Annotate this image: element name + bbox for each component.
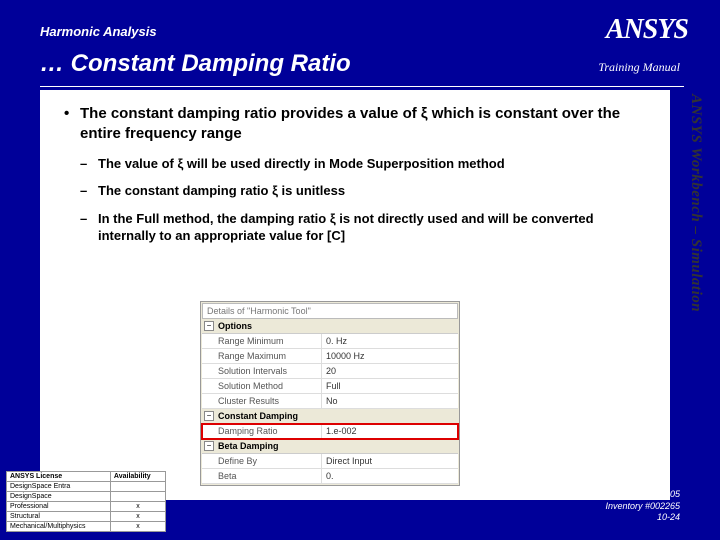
license-name: DesignSpace	[7, 492, 111, 502]
license-table: ANSYS LicenseAvailability DesignSpace En…	[6, 471, 166, 532]
panel-row-value[interactable]: Full	[322, 379, 458, 393]
content-area: The constant damping ratio provides a va…	[40, 90, 670, 500]
table-row: Professionalx	[7, 502, 166, 512]
license-name: Structural	[7, 512, 111, 522]
panel-row-value[interactable]: 1.e-002	[322, 424, 458, 438]
panel-section-header[interactable]: −Options	[202, 319, 458, 334]
panel-row[interactable]: Solution Intervals20	[202, 364, 458, 379]
panel-row[interactable]: Damping Ratio1.e-002	[202, 424, 458, 439]
panel-section-label: Beta Damping	[218, 441, 279, 451]
panel-row-label: Cluster Results	[202, 394, 322, 408]
panel-row[interactable]: Beta0.	[202, 469, 458, 484]
panel-row[interactable]: Cluster ResultsNo	[202, 394, 458, 409]
bullet-sub-2: The constant damping ratio ξ is unitless	[80, 182, 650, 200]
panel-row-value[interactable]: 20	[322, 364, 458, 378]
table-row: DesignSpace	[7, 492, 166, 502]
slide-footer: August 26, 2005 Inventory #002265 10-24	[605, 489, 680, 524]
header-divider	[40, 86, 684, 87]
panel-row[interactable]: Range Minimum0. Hz	[202, 334, 458, 349]
ansys-logo: ANSYS	[606, 14, 688, 46]
license-header: Availability	[110, 472, 165, 482]
panel-row-label: Damping Ratio	[202, 424, 322, 438]
panel-row-value[interactable]: 10000 Hz	[322, 349, 458, 363]
panel-row-label: Define By	[202, 454, 322, 468]
bullet-main: The constant damping ratio provides a va…	[64, 104, 650, 245]
panel-row-value[interactable]: No	[322, 394, 458, 408]
panel-row-label: Solution Intervals	[202, 364, 322, 378]
footer-page: 10-24	[605, 512, 680, 524]
table-row: DesignSpace Entra	[7, 482, 166, 492]
panel-section-header[interactable]: −Constant Damping	[202, 409, 458, 424]
panel-section-header[interactable]: −Beta Damping	[202, 439, 458, 454]
side-watermark: ANSYS Workbench – Simulation	[682, 94, 704, 434]
collapse-icon[interactable]: −	[204, 321, 214, 331]
panel-section-label: Constant Damping	[218, 411, 298, 421]
panel-row-label: Range Maximum	[202, 349, 322, 363]
panel-section-label: Options	[218, 321, 252, 331]
license-name: Professional	[7, 502, 111, 512]
license-availability	[110, 482, 165, 492]
collapse-icon[interactable]: −	[204, 441, 214, 451]
panel-row-label: Range Minimum	[202, 334, 322, 348]
license-availability: x	[110, 512, 165, 522]
table-row: Structuralx	[7, 512, 166, 522]
license-availability: x	[110, 522, 165, 532]
details-panel: Details of "Harmonic Tool" −OptionsRange…	[200, 301, 460, 486]
training-manual-label: Training Manual	[598, 60, 680, 75]
panel-row-label: Beta	[202, 469, 322, 483]
bullet-main-text: The constant damping ratio provides a va…	[80, 105, 620, 142]
slide-title: … Constant Damping Ratio	[40, 50, 351, 78]
panel-row-value[interactable]: Direct Input	[322, 454, 458, 468]
license-availability	[110, 492, 165, 502]
panel-row-label: Solution Method	[202, 379, 322, 393]
panel-title: Details of "Harmonic Tool"	[202, 303, 458, 319]
table-row: Mechanical/Multiphysicsx	[7, 522, 166, 532]
panel-row[interactable]: Range Maximum10000 Hz	[202, 349, 458, 364]
license-header: ANSYS License	[7, 472, 111, 482]
license-availability: x	[110, 502, 165, 512]
bullet-sub-1: The value of ξ will be used directly in …	[80, 155, 650, 173]
panel-row[interactable]: Define ByDirect Input	[202, 454, 458, 469]
collapse-icon[interactable]: −	[204, 411, 214, 421]
license-name: Mechanical/Multiphysics	[7, 522, 111, 532]
panel-row[interactable]: Solution MethodFull	[202, 379, 458, 394]
bullet-sub-3: In the Full method, the damping ratio ξ …	[80, 210, 650, 245]
footer-inventory: Inventory #002265	[605, 501, 680, 513]
footer-date: August 26, 2005	[605, 489, 680, 501]
panel-row-value[interactable]: 0. Hz	[322, 334, 458, 348]
panel-row-value[interactable]: 0.	[322, 469, 458, 483]
license-name: DesignSpace Entra	[7, 482, 111, 492]
chapter-label: Harmonic Analysis	[40, 24, 157, 39]
